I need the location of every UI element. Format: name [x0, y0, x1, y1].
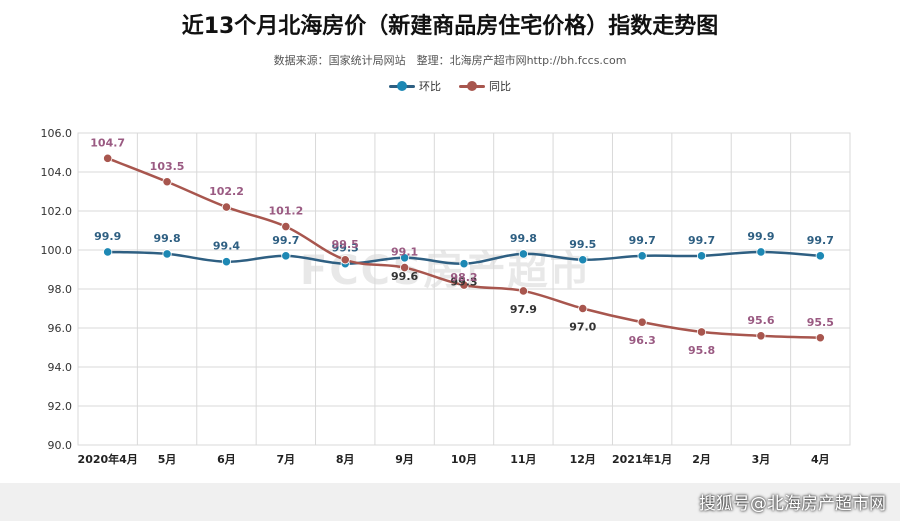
chart-subtitle: 数据来源：国家统计局网站 整理：北海房产超市网http://bh.fccs.co… — [273, 54, 627, 67]
x-tick-label: 8月 — [336, 453, 355, 466]
point-huanbi — [518, 249, 528, 259]
point-huanbi — [815, 251, 825, 261]
point-huanbi — [637, 251, 647, 261]
data-label-huanbi: 99.3 — [332, 242, 359, 255]
x-tick-label: 12月 — [570, 453, 596, 466]
legend: 环比 同比 — [0, 78, 900, 94]
data-label-huanbi: 99.7 — [688, 234, 715, 247]
point-huanbi — [281, 251, 291, 261]
legend-item-huanbi[interactable]: 环比 — [389, 78, 441, 94]
x-tick-label: 10月 — [451, 453, 477, 466]
data-label-huanbi: 99.5 — [569, 238, 596, 251]
legend-label-huanbi: 环比 — [419, 80, 441, 93]
x-tick-label: 2021年1月 — [612, 452, 672, 466]
data-label-tongbi: 103.5 — [150, 160, 185, 173]
point-huanbi — [103, 247, 113, 257]
data-label-tongbi: 95.5 — [807, 316, 834, 329]
point-tongbi — [340, 255, 350, 265]
point-tongbi — [696, 327, 707, 337]
data-label-tongbi: 96.3 — [629, 334, 656, 347]
y-tick-label: 104.0 — [41, 166, 73, 179]
point-tongbi — [162, 177, 172, 187]
x-tick-label: 5月 — [158, 453, 177, 466]
data-label-huanbi: 99.4 — [213, 240, 240, 253]
data-label-huanbi: 99.8 — [510, 232, 537, 245]
data-label-huanbi: 99.9 — [94, 230, 121, 243]
point-tongbi — [221, 202, 232, 212]
point-tongbi — [103, 153, 113, 163]
point-tongbi — [815, 333, 825, 343]
data-label-tongbi: 95.8 — [688, 344, 715, 357]
y-tick-label: 100.0 — [41, 244, 73, 257]
y-tick-label: 106.0 — [41, 127, 73, 140]
data-label-huanbi: 99.8 — [154, 232, 181, 245]
data-label-huanbi: 99.7 — [272, 234, 299, 247]
data-label-tongbi: 95.6 — [747, 314, 774, 327]
data-label-tongbi: 99.1 — [391, 246, 418, 259]
data-label-tongbi: 98.2 — [450, 271, 477, 284]
x-tick-label: 7月 — [277, 453, 296, 466]
y-tick-label: 92.0 — [48, 400, 73, 413]
data-label-huanbi: 99.6 — [391, 270, 418, 283]
legend-item-tongbi[interactable]: 同比 — [459, 78, 511, 94]
data-label-huanbi: 99.7 — [807, 234, 834, 247]
y-tick-label: 98.0 — [48, 283, 73, 296]
legend-swatch-tongbi — [459, 81, 485, 91]
y-tick-label: 94.0 — [48, 361, 73, 374]
point-huanbi — [756, 247, 766, 257]
point-tongbi — [281, 222, 291, 232]
point-tongbi — [756, 331, 766, 341]
data-label-tongbi: 101.2 — [268, 205, 303, 218]
point-huanbi — [696, 251, 707, 261]
point-tongbi — [400, 262, 410, 273]
data-label-tongbi: 97.9 — [510, 303, 537, 316]
x-tick-label: 4月 — [811, 453, 830, 466]
point-huanbi — [400, 253, 410, 263]
data-label-huanbi: 99.7 — [629, 234, 656, 247]
point-tongbi — [578, 303, 588, 314]
chart-title: 近13个月北海房价（新建商品房住宅价格）指数走势图 — [181, 14, 719, 39]
x-tick-label: 11月 — [510, 453, 536, 466]
x-tick-label: 3月 — [752, 453, 771, 466]
data-label-huanbi: 99.3 — [450, 276, 477, 289]
point-huanbi — [221, 257, 232, 267]
y-tick-label: 102.0 — [41, 205, 73, 218]
source-watermark: 搜狐号@北海房产超市网 — [699, 494, 886, 514]
point-tongbi — [637, 317, 647, 327]
data-label-tongbi: 97.0 — [569, 321, 596, 334]
point-huanbi — [578, 255, 588, 265]
y-tick-label: 96.0 — [48, 322, 73, 335]
data-label-huanbi: 99.9 — [747, 230, 774, 243]
legend-label-tongbi: 同比 — [489, 80, 511, 93]
point-tongbi — [459, 280, 469, 290]
data-label-tongbi: 104.7 — [90, 136, 125, 149]
y-tick-label: 90.0 — [48, 439, 73, 452]
x-tick-label: 6月 — [217, 453, 236, 466]
data-label-tongbi: 99.5 — [332, 238, 359, 251]
point-huanbi — [459, 259, 469, 269]
data-label-tongbi: 102.2 — [209, 185, 244, 198]
point-huanbi — [162, 249, 172, 259]
legend-swatch-huanbi — [389, 81, 415, 91]
footer-bar — [0, 483, 900, 521]
x-tick-label: 9月 — [395, 453, 414, 466]
point-tongbi — [518, 286, 528, 296]
x-tick-label: 2020年4月 — [78, 452, 138, 466]
x-tick-label: 2月 — [692, 453, 711, 466]
